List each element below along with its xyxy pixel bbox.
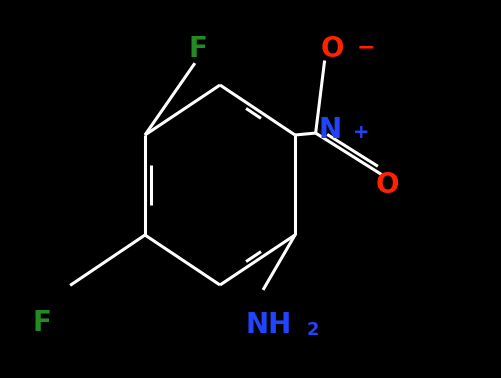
Text: NH: NH (245, 311, 292, 339)
Text: F: F (33, 309, 52, 337)
Text: F: F (188, 35, 207, 63)
Text: N: N (318, 116, 341, 144)
Text: +: + (353, 123, 369, 142)
Text: O: O (376, 171, 399, 199)
Text: −: − (356, 37, 375, 57)
Text: O: O (321, 35, 344, 63)
Text: 2: 2 (307, 321, 319, 339)
